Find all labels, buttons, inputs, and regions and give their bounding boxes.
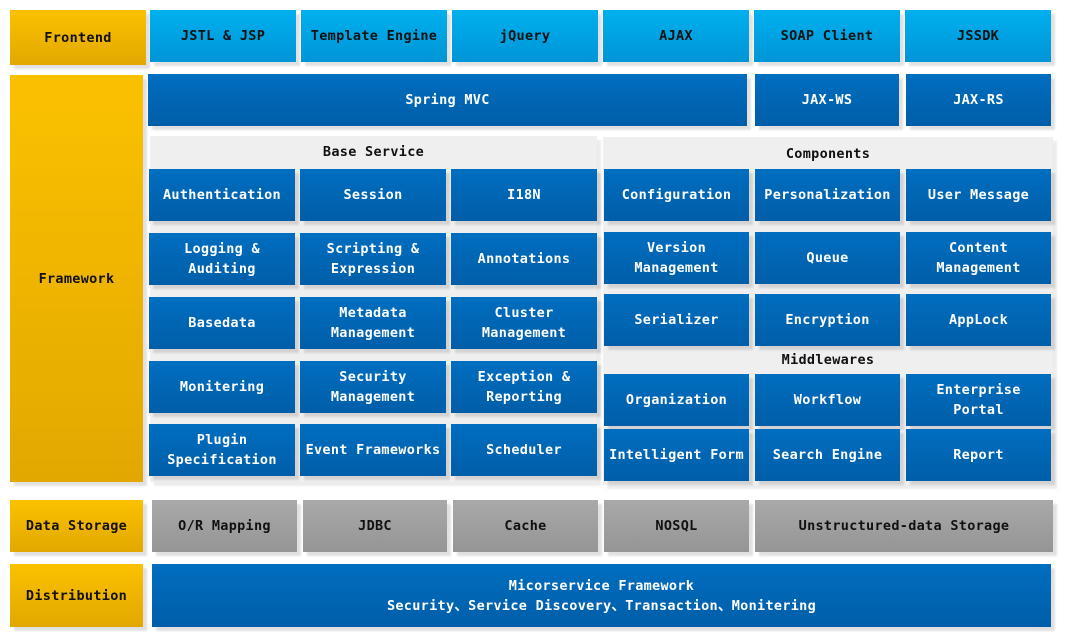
base-service-title: Base Service [322, 144, 425, 160]
distribution-line1: Micorservice Framework [508, 577, 695, 594]
base-service-item: Cluster Management [451, 297, 597, 349]
layer-framework: Framework [10, 75, 143, 482]
component-item: Configuration [604, 169, 749, 221]
base-service-item: I18N [451, 169, 597, 221]
middleware-item: Enterprise Portal [906, 374, 1051, 426]
web-box: JAX-RS [906, 74, 1051, 126]
base-service-item: Plugin Specification [149, 424, 295, 476]
middleware-item: Search Engine [755, 429, 900, 481]
storage-box: O/R Mapping [152, 500, 297, 552]
middlewares-title: Middlewares [781, 352, 875, 368]
base-service-item: Logging & Auditing [149, 233, 295, 285]
component-item: Queue [755, 232, 900, 284]
base-service-item: Authentication [149, 169, 295, 221]
middleware-item: Workflow [755, 374, 900, 426]
base-service-item: Scheduler [451, 424, 597, 476]
base-service-item: Monitering [149, 361, 295, 413]
base-service-item: Security Management [300, 361, 446, 413]
components-title: Components [785, 146, 871, 162]
frontend-box: Template Engine [301, 10, 447, 62]
component-item: User Message [906, 169, 1051, 221]
distribution-box: Micorservice Framework Security、Service … [152, 564, 1051, 627]
component-item: AppLock [906, 294, 1051, 346]
component-item: Content Management [906, 232, 1051, 284]
frontend-box: JSSDK [905, 10, 1051, 62]
storage-box: Unstructured-data Storage [755, 500, 1053, 552]
middleware-item: Report [906, 429, 1051, 481]
web-box: Spring MVC [148, 74, 747, 126]
base-service-item: Event Frameworks [300, 424, 446, 476]
layer-distribution: Distribution [10, 564, 143, 627]
storage-box: JDBC [303, 500, 447, 552]
frontend-box: SOAP Client [754, 10, 900, 62]
base-service-item: Basedata [149, 297, 295, 349]
base-service-item: Session [300, 169, 446, 221]
middleware-item: Intelligent Form [604, 429, 749, 481]
component-item: Encryption [755, 294, 900, 346]
layer-frontend: Frontend [10, 10, 146, 65]
storage-box: Cache [453, 500, 598, 552]
component-item: Version Management [604, 232, 749, 284]
web-box: JAX-WS [755, 74, 899, 126]
base-service-item: Exception & Reporting [451, 361, 597, 413]
frontend-box: jQuery [452, 10, 598, 62]
layer-data-storage: Data Storage [10, 500, 143, 552]
component-item: Personalization [755, 169, 900, 221]
distribution-line2: Security、Service Discovery、Transaction、M… [386, 597, 817, 614]
base-service-item: Annotations [451, 233, 597, 285]
base-service-item: Scripting & Expression [300, 233, 446, 285]
middleware-item: Organization [604, 374, 749, 426]
component-item: Serializer [604, 294, 749, 346]
frontend-box: AJAX [603, 10, 749, 62]
base-service-item: Metadata Management [300, 297, 446, 349]
frontend-box: JSTL & JSP [150, 10, 296, 62]
storage-box: NOSQL [604, 500, 749, 552]
